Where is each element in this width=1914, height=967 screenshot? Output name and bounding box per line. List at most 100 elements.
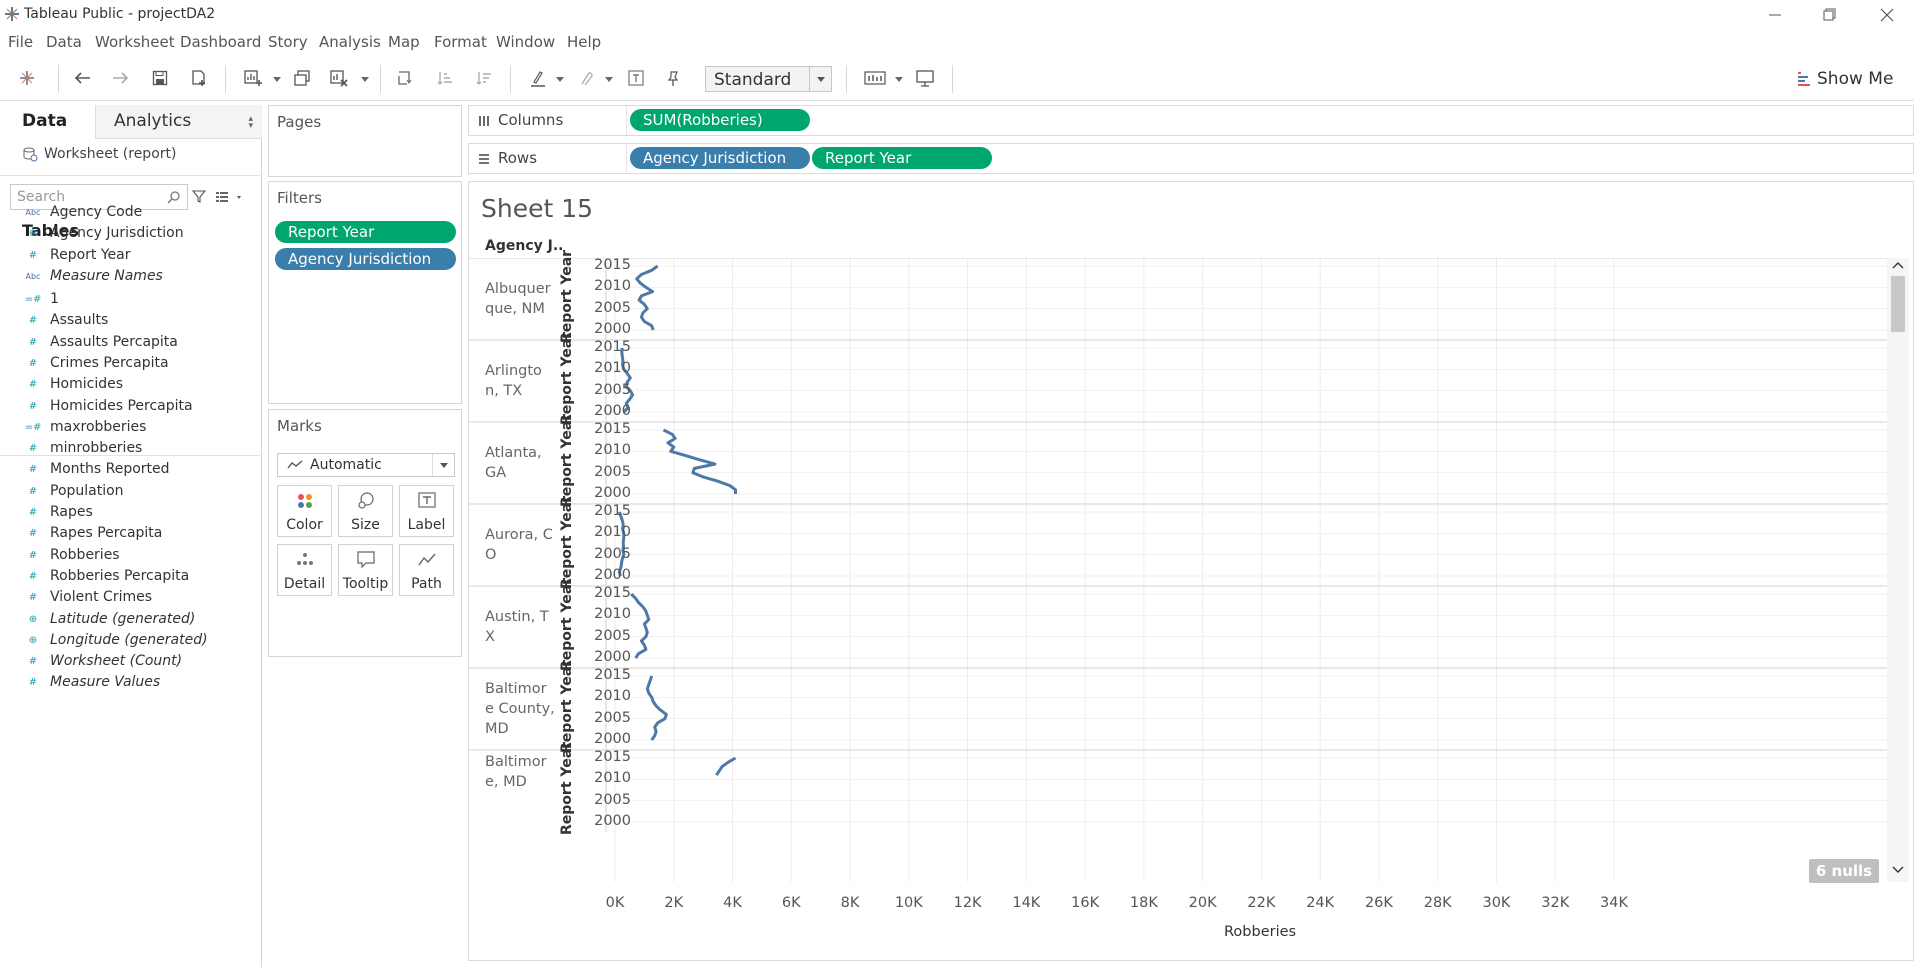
- robberies-line-baltimore-county-md[interactable]: [645, 675, 668, 741]
- field-measure-values[interactable]: # Measure Values: [0, 672, 261, 694]
- field-population[interactable]: # Population: [0, 481, 261, 503]
- field-worksheet-count[interactable]: # Worksheet (Count): [0, 651, 261, 673]
- scroll-down-icon[interactable]: [1892, 866, 1904, 874]
- jurisdiction-label[interactable]: Baltimore County, MD: [485, 681, 555, 737]
- show-me-button[interactable]: Show Me: [1797, 67, 1893, 91]
- menu-dashboard[interactable]: Dashboard: [180, 33, 262, 51]
- jurisdiction-label[interactable]: Baltimore, MD: [485, 754, 547, 790]
- tab-analytics[interactable]: Analytics ▴ ▾: [95, 105, 262, 139]
- nulls-indicator[interactable]: 6 nulls: [1809, 859, 1879, 883]
- menu-analysis[interactable]: Analysis: [319, 33, 381, 51]
- show-cards-icon[interactable]: [862, 65, 888, 91]
- field-minrobberies[interactable]: # minrobberies: [0, 438, 261, 460]
- undo-icon[interactable]: [69, 65, 95, 91]
- field-measure-names[interactable]: Abc Measure Names: [0, 266, 261, 288]
- fix-axes-icon[interactable]: [660, 65, 686, 91]
- jurisdiction-label[interactable]: Arlington, TX: [485, 363, 542, 399]
- field-months-reported[interactable]: # Months Reported: [0, 459, 261, 481]
- chevron-down-icon[interactable]: [432, 454, 454, 476]
- minimize-button[interactable]: [1757, 4, 1793, 26]
- field-agency-jurisdiction[interactable]: ⊕ Agency Jurisdiction: [0, 223, 261, 245]
- robberies-line-austin-tx[interactable]: [630, 592, 651, 659]
- save-icon[interactable]: [147, 65, 173, 91]
- datasource-item[interactable]: Worksheet (report): [22, 146, 176, 162]
- menu-help[interactable]: Help: [567, 33, 602, 51]
- menu-window[interactable]: Window: [496, 33, 556, 51]
- field-assaults-percapita[interactable]: # Assaults Percapita: [0, 332, 261, 354]
- menu-data[interactable]: Data: [46, 33, 82, 51]
- redo-icon[interactable]: [108, 65, 134, 91]
- jurisdiction-label[interactable]: Austin, TX: [485, 609, 549, 645]
- fit-dropdown[interactable]: Standard: [705, 66, 832, 92]
- detail-button[interactable]: Detail: [277, 544, 332, 596]
- close-button[interactable]: [1869, 4, 1905, 26]
- robberies-line-baltimore-md[interactable]: [715, 756, 737, 776]
- swap-rows-columns-icon[interactable]: [392, 65, 418, 91]
- field-report-year[interactable]: # Report Year: [0, 245, 261, 267]
- x-tick-label: 32K: [1541, 895, 1570, 911]
- field-violent-crimes[interactable]: # Violent Crimes: [0, 587, 261, 609]
- scrollbar-thumb[interactable]: [1891, 276, 1905, 332]
- filter-icon[interactable]: [192, 189, 206, 203]
- color-button[interactable]: Color: [277, 485, 332, 537]
- field-maxrobberies[interactable]: =# maxrobberies: [0, 417, 261, 439]
- marks-type-dropdown[interactable]: Automatic: [277, 453, 455, 477]
- pages-card[interactable]: Pages: [268, 105, 462, 177]
- path-button[interactable]: Path: [399, 544, 454, 596]
- robberies-line-arlington-tx[interactable]: [620, 347, 635, 414]
- field-crimes-percapita[interactable]: # Crimes Percapita: [0, 353, 261, 375]
- sort-ascending-icon[interactable]: [432, 65, 458, 91]
- label-button[interactable]: Label: [399, 485, 454, 537]
- robberies-line-atlanta-ga[interactable]: [662, 428, 737, 494]
- menu-worksheet[interactable]: Worksheet: [95, 33, 175, 51]
- field-agency-code[interactable]: Abc Agency Code: [0, 202, 261, 224]
- tooltip-button[interactable]: Tooltip: [338, 544, 393, 596]
- restore-button[interactable]: [1811, 4, 1847, 26]
- view-options-icon[interactable]: [216, 191, 246, 203]
- field-assaults[interactable]: # Assaults: [0, 310, 261, 332]
- search-field[interactable]: [10, 184, 188, 210]
- presentation-mode-icon[interactable]: [912, 65, 938, 91]
- columns-shelf[interactable]: Columns SUM(Robberies): [468, 105, 1914, 136]
- new-worksheet-icon[interactable]: [240, 65, 266, 91]
- clear-sheet-icon[interactable]: [326, 65, 352, 91]
- columns-pill-sum-robberies[interactable]: SUM(Robberies): [630, 109, 810, 131]
- search-input[interactable]: [17, 188, 162, 206]
- field-1[interactable]: =# 1: [0, 289, 261, 311]
- field-robberies-percapita[interactable]: # Robberies Percapita: [0, 566, 261, 588]
- jurisdiction-label[interactable]: Albuquerque, NM: [485, 281, 551, 317]
- scroll-up-icon[interactable]: [1892, 261, 1904, 269]
- field-homicides[interactable]: # Homicides: [0, 374, 261, 396]
- field-rapes-percapita[interactable]: # Rapes Percapita: [0, 523, 261, 545]
- robberies-line-aurora-co[interactable]: [617, 511, 626, 577]
- field-rapes[interactable]: # Rapes: [0, 502, 261, 524]
- vertical-scrollbar[interactable]: [1887, 258, 1909, 882]
- tableau-home-icon[interactable]: [14, 65, 40, 91]
- filters-card[interactable]: Filters Report Year Agency Jurisdiction: [268, 181, 462, 404]
- filter-pill-report-year[interactable]: Report Year: [275, 221, 456, 243]
- field-longitude-generated[interactable]: ⊕ Longitude (generated): [0, 630, 261, 652]
- field-homicides-percapita[interactable]: # Homicides Percapita: [0, 396, 261, 418]
- rows-pill-report-year[interactable]: Report Year: [812, 147, 992, 169]
- jurisdiction-label[interactable]: Atlanta, GA: [485, 445, 542, 481]
- field-latitude-generated[interactable]: ⊕ Latitude (generated): [0, 609, 261, 631]
- jurisdiction-label[interactable]: Aurora, CO: [485, 527, 553, 563]
- menu-file[interactable]: File: [8, 33, 34, 51]
- menu-map[interactable]: Map: [388, 33, 420, 51]
- rows-pill-agency-jurisdiction[interactable]: Agency Jurisdiction: [630, 147, 810, 169]
- field-robberies[interactable]: # Robberies: [0, 545, 261, 567]
- size-button[interactable]: Size: [338, 485, 393, 537]
- tab-data[interactable]: Data: [0, 105, 95, 139]
- menu-story[interactable]: Story: [268, 33, 308, 51]
- highlight-icon[interactable]: [525, 65, 551, 91]
- menu-format[interactable]: Format: [434, 33, 487, 51]
- chevron-down-icon[interactable]: [809, 67, 831, 91]
- show-mark-labels-icon[interactable]: [623, 65, 649, 91]
- sort-descending-icon[interactable]: [471, 65, 497, 91]
- rows-shelf[interactable]: Rows Agency Jurisdiction Report Year: [468, 143, 1914, 174]
- group-members-icon[interactable]: [572, 65, 598, 91]
- filter-pill-agency-jurisdiction[interactable]: Agency Jurisdiction: [275, 248, 456, 270]
- robberies-line-albuquerque-nm[interactable]: [635, 264, 659, 331]
- duplicate-sheet-icon[interactable]: [289, 65, 315, 91]
- new-datasource-icon[interactable]: [186, 65, 212, 91]
